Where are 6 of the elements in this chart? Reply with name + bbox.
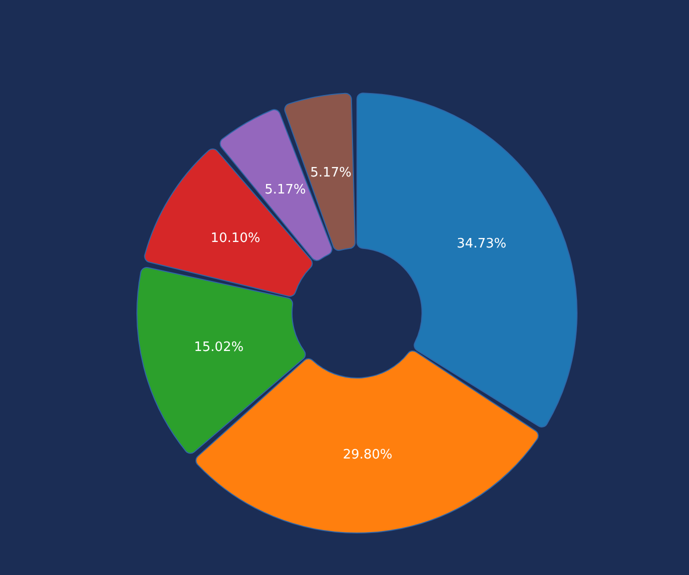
data-label: 5.17% (264, 182, 306, 198)
data-label: 15.02% (194, 340, 244, 356)
data-label: 10.10% (210, 231, 260, 246)
data-label: 29.80% (342, 448, 392, 463)
data-label: 5.17% (310, 165, 352, 180)
data-label: 34.73% (456, 236, 506, 252)
